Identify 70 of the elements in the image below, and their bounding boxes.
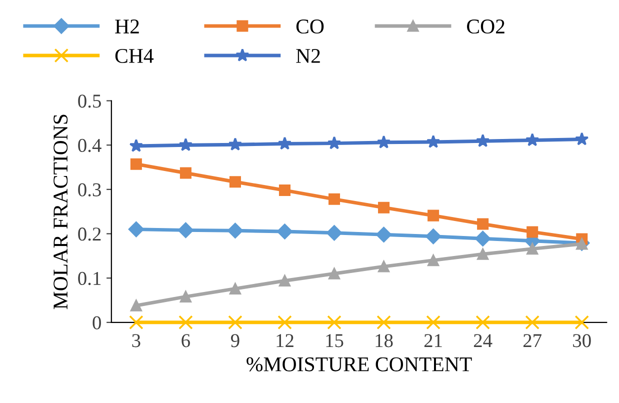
point [475, 230, 491, 246]
y-tick-label: 0.3 [78, 183, 101, 196]
x-tick-label: 18 [376, 334, 393, 348]
y-tick-label: 0.5 [78, 94, 101, 108]
x-tick-label: 24 [474, 334, 492, 348]
point [525, 315, 540, 330]
point [128, 222, 144, 238]
x-tick-label: 12 [276, 334, 294, 348]
point [378, 202, 390, 214]
point [130, 300, 142, 312]
point [428, 210, 440, 222]
point [130, 158, 142, 170]
point [227, 222, 243, 238]
point [576, 238, 588, 250]
point [426, 134, 440, 148]
legend-label: CO2 [467, 20, 504, 34]
point [178, 315, 193, 330]
point [229, 282, 241, 294]
point [278, 274, 291, 286]
x-tick-label: 30 [573, 334, 591, 348]
point [426, 228, 442, 244]
point [229, 176, 241, 188]
x-tick-label: 6 [182, 334, 190, 348]
point [476, 134, 490, 148]
point [376, 226, 392, 242]
point [328, 268, 340, 280]
point [327, 136, 342, 150]
point [178, 222, 194, 238]
point [326, 225, 342, 241]
point [376, 315, 391, 330]
point [278, 315, 292, 330]
legend-label: H2 [115, 20, 139, 34]
point [178, 138, 193, 152]
point [228, 315, 242, 330]
x-tick-label: 15 [326, 334, 344, 348]
legend-label: N2 [296, 48, 320, 63]
point [376, 135, 391, 148]
y-tick-label: 0.2 [78, 228, 101, 241]
point [276, 224, 293, 240]
y-tick-label: 0.1 [78, 272, 101, 286]
point [328, 193, 340, 205]
y-tick-label: 0 [92, 316, 101, 330]
point [278, 184, 291, 196]
point [180, 290, 192, 302]
point [180, 167, 192, 179]
point [278, 136, 292, 150]
point [476, 315, 490, 330]
x-tick-label: 27 [523, 334, 542, 348]
point [428, 254, 440, 266]
x-axis-title: %MOISTURE CONTENT [246, 357, 472, 372]
point [378, 260, 390, 272]
point [327, 315, 342, 330]
x-tick-label: 21 [424, 334, 442, 348]
legend-label: CO [296, 20, 324, 34]
point [426, 315, 440, 330]
x-tick-label: 9 [230, 334, 240, 348]
y-tick-label: 0.4 [78, 138, 102, 152]
point [129, 138, 144, 152]
point [525, 133, 540, 146]
point [477, 218, 489, 230]
point [477, 248, 489, 260]
point [228, 137, 242, 151]
point [129, 315, 144, 330]
point [574, 315, 590, 330]
y-axis-title: MOLAR FRACTIONS [54, 114, 68, 310]
point [526, 243, 538, 255]
legend-label: CH4 [115, 48, 154, 63]
x-tick-label: 3 [132, 334, 140, 348]
point [575, 132, 589, 146]
point [526, 226, 538, 238]
